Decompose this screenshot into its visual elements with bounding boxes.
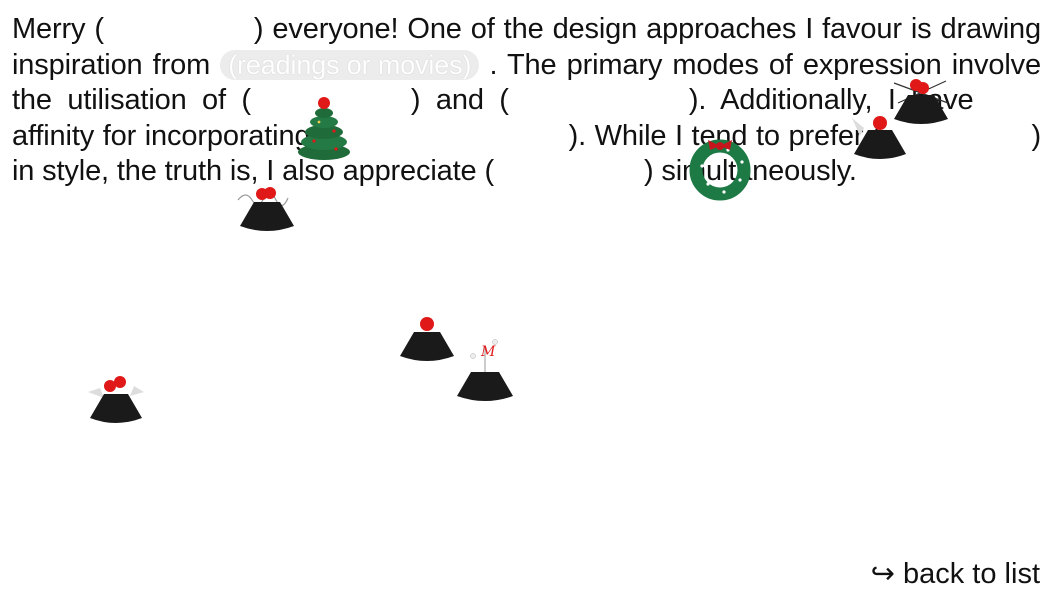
story-text-8: ) in style, the truth is, I also appreci… (12, 119, 1042, 188)
pill-readings-or-movies[interactable]: (readings or movies) (220, 49, 480, 80)
story-paragraph: Merry () everyone! One of the design app… (12, 12, 1041, 190)
cone-ornament-icon[interactable] (890, 73, 952, 129)
story-text-4: ) and ( (410, 84, 509, 117)
cone-ornament-icon[interactable] (850, 110, 910, 164)
svg-text:M: M (480, 344, 496, 360)
cone-ornament-icon[interactable] (398, 314, 456, 368)
cone-ornament-icon[interactable] (86, 372, 146, 430)
christmas-wreath-icon[interactable] (688, 136, 752, 201)
christmas-tree-icon[interactable] (296, 94, 352, 162)
story-text-2: ) everyone! One of the design approaches… (12, 13, 1041, 81)
story-text-6: affinity for incorporating ( (12, 119, 329, 152)
cone-ornament-icon[interactable]: M (455, 336, 515, 410)
story-text-1: Merry ( (12, 13, 104, 45)
cone-ornament-icon[interactable] (236, 182, 298, 238)
back-to-list-link[interactable]: ↪ back to list (870, 558, 1040, 590)
story-text-9: ) simultaneously. (643, 155, 857, 188)
story-text-3: . The primary modes of expression involv… (12, 48, 1041, 117)
